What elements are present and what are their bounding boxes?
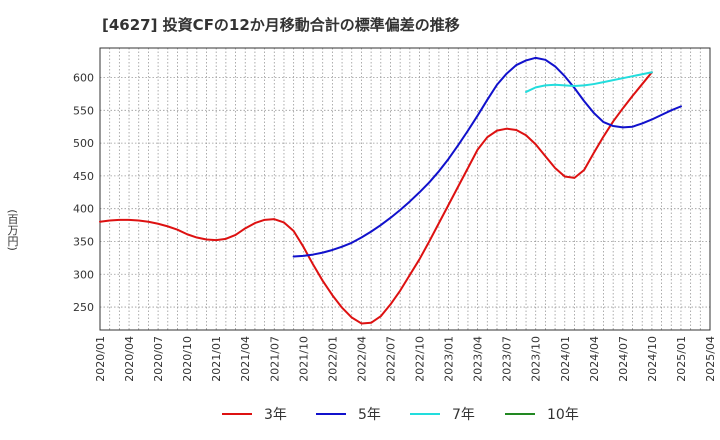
y-tick-label: 550 [73, 104, 94, 117]
legend-label: 3年 [264, 407, 287, 423]
x-tick-label: 2020/04 [123, 336, 136, 382]
plot-border [99, 47, 711, 331]
x-tick-label: 2022/10 [414, 336, 427, 382]
x-tick-label: 2023/04 [472, 336, 485, 382]
x-tick-label: 2021/01 [210, 336, 223, 382]
plot-area [100, 48, 710, 330]
chart-title: [4627] 投資CFの12か月移動合計の標準偏差の推移 [102, 16, 460, 34]
y-axis-label: (百万円) [6, 209, 19, 251]
y-tick-label: 350 [73, 235, 94, 248]
y-tick-label: 450 [73, 170, 94, 183]
x-tick-label: 2022/01 [326, 336, 339, 382]
x-tick-label: 2020/07 [152, 336, 165, 382]
x-tick-label: 2024/07 [617, 336, 630, 382]
series-line [525, 71, 653, 93]
x-tick-label: 2023/01 [443, 336, 456, 382]
x-tick-label: 2023/10 [530, 336, 543, 382]
x-tick-label: 2024/01 [559, 336, 572, 382]
x-tick-label: 2021/04 [239, 336, 252, 382]
x-tick-label: 2025/04 [704, 336, 717, 382]
x-tick-label: 2024/04 [588, 336, 601, 382]
x-tick-label: 2024/10 [646, 336, 659, 382]
y-tick-label: 600 [73, 72, 94, 85]
x-tick-label: 2020/10 [181, 336, 194, 382]
y-tick-label: 300 [73, 268, 94, 281]
legend-label: 7年 [452, 407, 475, 423]
legend-label: 10年 [547, 407, 579, 423]
series-line [99, 71, 653, 325]
x-tick-label: 2023/07 [501, 336, 514, 382]
x-tick-label: 2025/01 [675, 336, 688, 382]
y-tick-label: 250 [73, 301, 94, 314]
y-tick-label: 500 [73, 137, 94, 150]
x-tick-label: 2022/04 [355, 336, 368, 382]
x-tick-label: 2021/10 [297, 336, 310, 382]
x-tick-label: 2020/01 [94, 336, 107, 382]
y-tick-label: 400 [73, 203, 94, 216]
series-line [292, 56, 682, 258]
legend-label: 5年 [358, 407, 381, 423]
x-tick-label: 2021/07 [268, 336, 281, 382]
x-tick-label: 2022/07 [384, 336, 397, 382]
